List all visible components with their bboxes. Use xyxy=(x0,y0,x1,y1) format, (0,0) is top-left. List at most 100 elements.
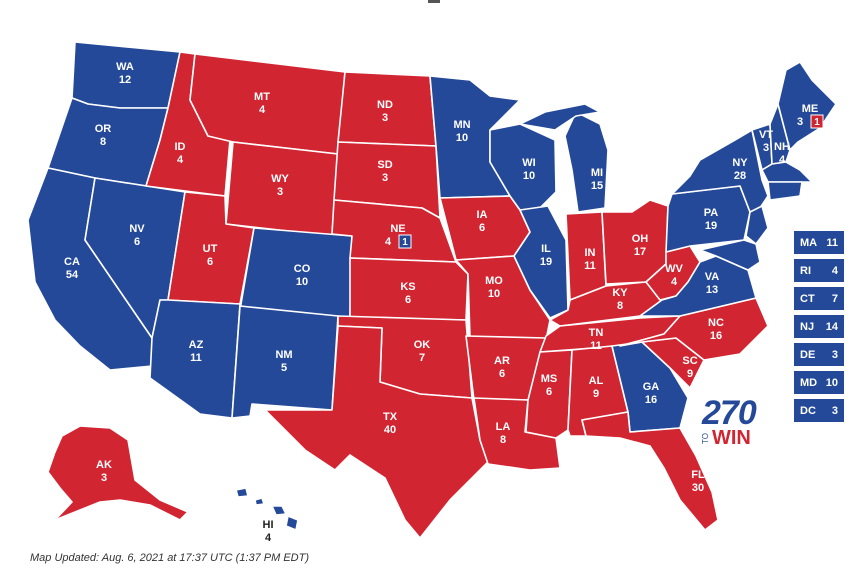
map-updated-text: Map Updated: Aug. 6, 2021 at 17:37 UTC (… xyxy=(30,552,310,564)
state-label-IN: IN xyxy=(585,247,596,259)
state-label-VT: VT xyxy=(759,129,773,141)
state-NJ[interactable] xyxy=(745,205,769,245)
state-label-PA: PA xyxy=(704,207,719,219)
small-state-box-DC[interactable]: DC 3 xyxy=(794,399,844,422)
state-label-CO: CO xyxy=(294,263,311,275)
state-label-AL: AL xyxy=(589,375,604,387)
small-state-box-DE[interactable]: DE 3 xyxy=(794,343,844,366)
state-label-TN: TN xyxy=(589,327,604,339)
small-state-box-RI[interactable]: RI 4 xyxy=(794,259,844,282)
state-HI-4[interactable] xyxy=(285,515,299,531)
state-ev-LA: 8 xyxy=(500,434,506,446)
state-label-SC: SC xyxy=(682,355,697,367)
state-ev-WV: 4 xyxy=(671,276,678,288)
logo-win: WIN xyxy=(712,427,751,449)
state-HI-1[interactable] xyxy=(235,487,249,498)
small-state-box-NJ[interactable]: NJ 14 xyxy=(794,315,844,338)
split-vote-box-NE[interactable] xyxy=(398,234,412,249)
state-MDDE[interactable] xyxy=(699,239,761,271)
state-ev-KY: 8 xyxy=(617,300,623,312)
state-label-MN: MN xyxy=(453,119,470,131)
state-MA[interactable] xyxy=(761,161,813,183)
state-label-TX: TX xyxy=(383,411,398,423)
state-ev-NE: 4 xyxy=(385,236,392,248)
state-ev-AL: 9 xyxy=(593,388,599,400)
small-state-ev: 7 xyxy=(831,292,838,305)
state-label-WV: WV xyxy=(665,263,683,275)
state-NH[interactable] xyxy=(769,103,791,165)
state-ev-MI: 15 xyxy=(591,180,603,192)
logo-to: TO xyxy=(701,432,710,444)
state-label-GA: GA xyxy=(643,381,660,393)
state-IL[interactable] xyxy=(513,205,569,319)
small-state-abbr: CT xyxy=(800,292,815,305)
state-label-IL: IL xyxy=(541,243,551,255)
state-label-KS: KS xyxy=(400,281,415,293)
state-HI-3[interactable] xyxy=(271,505,287,516)
state-label-WI: WI xyxy=(522,157,535,169)
state-HI-2[interactable] xyxy=(254,497,265,506)
small-state-abbr: RI xyxy=(800,264,811,277)
split-vote-box-ME[interactable] xyxy=(810,114,824,129)
state-ev-MT: 4 xyxy=(259,104,266,116)
state-label-NE: NE xyxy=(390,223,405,235)
state-ev-MO: 10 xyxy=(488,288,500,300)
state-label-MO: MO xyxy=(485,275,503,287)
state-CTRI[interactable] xyxy=(767,181,803,201)
state-ev-SD: 3 xyxy=(382,172,388,184)
state-ev-FL: 30 xyxy=(692,482,704,494)
state-label-IA: IA xyxy=(477,209,488,221)
state-ev-OH: 17 xyxy=(634,246,646,258)
split-vote-value-NE: 1 xyxy=(402,237,408,248)
state-label-NV: NV xyxy=(129,223,145,235)
state-ev-CO: 10 xyxy=(296,276,308,288)
state-TX[interactable] xyxy=(264,325,489,539)
state-label-ME: ME xyxy=(802,103,819,115)
small-state-abbr: MD xyxy=(800,376,818,389)
state-NY[interactable] xyxy=(671,129,769,213)
state-ev-NY: 28 xyxy=(734,170,746,182)
state-ME[interactable] xyxy=(777,61,837,151)
small-state-box-MA[interactable]: MA 11 xyxy=(794,231,844,254)
state-ev-IN: 11 xyxy=(584,260,596,272)
state-ev-WI: 10 xyxy=(523,170,535,182)
state-label-MT: MT xyxy=(254,91,270,103)
270towin-logo: 270 TO WIN xyxy=(701,396,757,449)
state-ev-GA: 16 xyxy=(645,394,657,406)
state-label-NH: NH xyxy=(774,141,790,153)
state-ev-OR: 8 xyxy=(100,136,106,148)
small-state-ev: 3 xyxy=(831,404,838,417)
state-ev-HI: 4 xyxy=(265,532,272,544)
state-label-ID: ID xyxy=(175,141,186,153)
state-ev-VT: 3 xyxy=(763,142,769,154)
top-handle xyxy=(428,0,440,3)
state-ev-CA: 54 xyxy=(66,269,79,281)
state-ev-ID: 4 xyxy=(177,154,184,166)
state-MI-UP[interactable] xyxy=(519,103,601,131)
state-label-HI: HI xyxy=(263,519,274,531)
state-label-ND: ND xyxy=(377,99,393,111)
state-MI[interactable] xyxy=(564,111,609,213)
state-label-KY: KY xyxy=(612,287,628,299)
state-ev-WA: 12 xyxy=(119,74,131,86)
small-state-ev: 3 xyxy=(831,348,838,361)
small-state-abbr: NJ xyxy=(800,320,815,333)
state-label-WY: WY xyxy=(271,173,289,185)
state-label-SD: SD xyxy=(377,159,392,171)
small-state-ev: 10 xyxy=(825,376,838,389)
state-AK[interactable] xyxy=(47,425,189,521)
state-label-AZ: AZ xyxy=(189,339,204,351)
state-ev-UT: 6 xyxy=(207,256,213,268)
state-label-WA: WA xyxy=(116,61,134,73)
small-state-box-CT[interactable]: CT 7 xyxy=(794,287,844,310)
state-label-NC: NC xyxy=(708,317,724,329)
state-ev-AR: 6 xyxy=(499,368,505,380)
small-state-box-MD[interactable]: MD 10 xyxy=(794,371,844,394)
state-FL[interactable] xyxy=(581,411,719,531)
state-ev-NC: 16 xyxy=(710,330,722,342)
state-label-NY: NY xyxy=(732,157,748,169)
state-label-MI: MI xyxy=(591,167,603,179)
state-KS[interactable] xyxy=(349,257,469,321)
state-VA[interactable] xyxy=(639,255,757,317)
